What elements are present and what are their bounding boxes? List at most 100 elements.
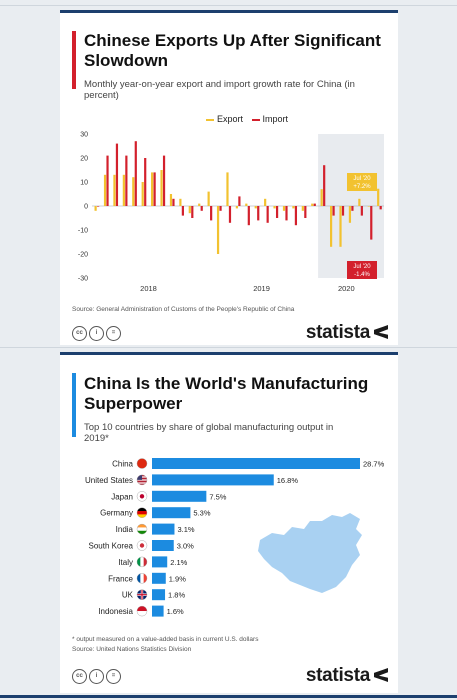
country-label: Indonesia xyxy=(98,607,133,616)
country-label: United States xyxy=(85,476,133,485)
import-annotation-value: -1.4% xyxy=(354,272,370,278)
y-tick-label: 20 xyxy=(80,156,88,163)
no-derivatives-icon: = xyxy=(106,669,121,684)
chart-source: Source: General Administration of Custom… xyxy=(72,306,295,313)
import-bar xyxy=(379,206,382,210)
export-bar xyxy=(254,206,257,209)
export-bar xyxy=(245,203,248,206)
country-label: UK xyxy=(122,591,134,600)
country-label: Italy xyxy=(118,558,133,567)
chart-subtitle: Top 10 countries by share of global manu… xyxy=(84,422,334,444)
country-flag-icon xyxy=(136,605,148,617)
share-bar xyxy=(152,572,166,584)
share-bar xyxy=(152,523,175,535)
export-annotation-month: Jul '20 xyxy=(353,176,371,182)
share-bar xyxy=(152,589,166,601)
statista-mark-icon xyxy=(374,668,388,682)
value-label: 5.3% xyxy=(193,509,210,518)
license-icons: cc i = xyxy=(72,326,121,341)
title-accent-bar xyxy=(72,31,76,89)
import-bar xyxy=(144,158,147,206)
import-bar xyxy=(191,206,194,218)
y-tick-label: 30 xyxy=(80,132,88,139)
share-bar xyxy=(152,474,274,486)
import-bar xyxy=(304,206,307,218)
export-bar xyxy=(151,172,154,206)
import-bar xyxy=(153,172,156,206)
attribution-icon: i xyxy=(89,669,104,684)
y-tick-label: 10 xyxy=(80,180,88,187)
value-label: 1.9% xyxy=(169,574,186,583)
chart-title: Chinese Exports Up After Significant Slo… xyxy=(84,31,381,70)
chart-footnote: * output measured on a value-added basis… xyxy=(72,636,259,643)
import-bar xyxy=(341,206,345,216)
year-label: 2018 xyxy=(140,284,157,293)
import-bar xyxy=(162,155,166,206)
export-bar xyxy=(339,206,342,247)
country-flag-icon xyxy=(136,507,148,518)
chart-source: Source: United Nations Statistics Divisi… xyxy=(72,646,192,653)
import-bar xyxy=(323,165,326,206)
year-label: 2020 xyxy=(338,284,355,293)
share-bar xyxy=(152,540,174,551)
export-bar xyxy=(132,177,135,206)
export-bar xyxy=(301,206,304,211)
statista-logo: statista xyxy=(306,665,388,687)
legend-export-label: Export xyxy=(217,114,244,124)
country-label: South Korea xyxy=(89,542,134,551)
export-annotation-value: +7.2% xyxy=(353,184,371,190)
export-bar xyxy=(264,198,267,206)
country-label: France xyxy=(108,574,133,583)
chart-subtitle: Monthly year-on-year export and import g… xyxy=(84,79,355,101)
export-bar xyxy=(94,206,97,211)
y-tick-label: 0 xyxy=(84,204,88,211)
import-bar xyxy=(285,206,288,221)
import-bar xyxy=(106,155,109,206)
import-bar xyxy=(360,206,363,216)
country-flag-icon xyxy=(136,573,148,584)
share-bar xyxy=(152,605,164,617)
export-bar xyxy=(160,170,163,206)
license-icons: cc i = xyxy=(72,669,121,684)
manufacturing-chart-card: China Is the World's Manufacturing Super… xyxy=(60,352,398,693)
export-bar xyxy=(367,206,370,207)
export-bar xyxy=(169,194,173,206)
export-bar xyxy=(113,174,116,206)
country-label: China xyxy=(112,460,133,469)
attribution-icon: i xyxy=(89,326,104,341)
value-label: 1.6% xyxy=(167,607,184,616)
exports-imports-chart: 30 20 10 0 -10 -20 -30 2018 2019 2020 Jul '20 +7… xyxy=(78,132,384,293)
export-bar xyxy=(282,206,286,211)
chart-title: China Is the World's Manufacturing Super… xyxy=(84,374,369,413)
export-bar xyxy=(188,206,191,214)
export-bar xyxy=(207,191,210,206)
value-label: 7.5% xyxy=(209,492,226,501)
import-bar xyxy=(97,206,100,207)
value-label: 28.7% xyxy=(363,460,385,469)
value-label: 3.1% xyxy=(177,525,194,534)
value-label: 2.1% xyxy=(170,558,187,567)
country-label: Germany xyxy=(100,509,133,518)
value-label: 1.8% xyxy=(168,591,185,600)
country-flag-icon xyxy=(136,458,148,469)
export-bar xyxy=(292,206,295,209)
manufacturing-share-chart: China 28.7% United States 16.8% Japan 7.5% Ger… xyxy=(85,458,385,617)
export-bar xyxy=(311,203,314,206)
export-bar xyxy=(226,172,229,206)
chart-legend: Export Import xyxy=(200,114,288,124)
import-bar xyxy=(228,206,232,223)
title-accent-bar xyxy=(72,373,76,437)
statista-mark-icon xyxy=(374,325,388,339)
import-bar xyxy=(134,141,137,206)
import-annotation-box xyxy=(347,261,377,279)
import-bar xyxy=(294,206,298,226)
export-legend-swatch xyxy=(206,118,214,121)
import-legend-swatch xyxy=(251,118,260,121)
country-label: Japan xyxy=(111,492,133,501)
import-bar xyxy=(125,155,128,206)
export-bar xyxy=(103,174,107,206)
share-bar xyxy=(152,556,168,568)
y-tick-label: -20 xyxy=(78,252,88,259)
country-label: India xyxy=(116,525,134,534)
export-bar xyxy=(141,182,144,206)
